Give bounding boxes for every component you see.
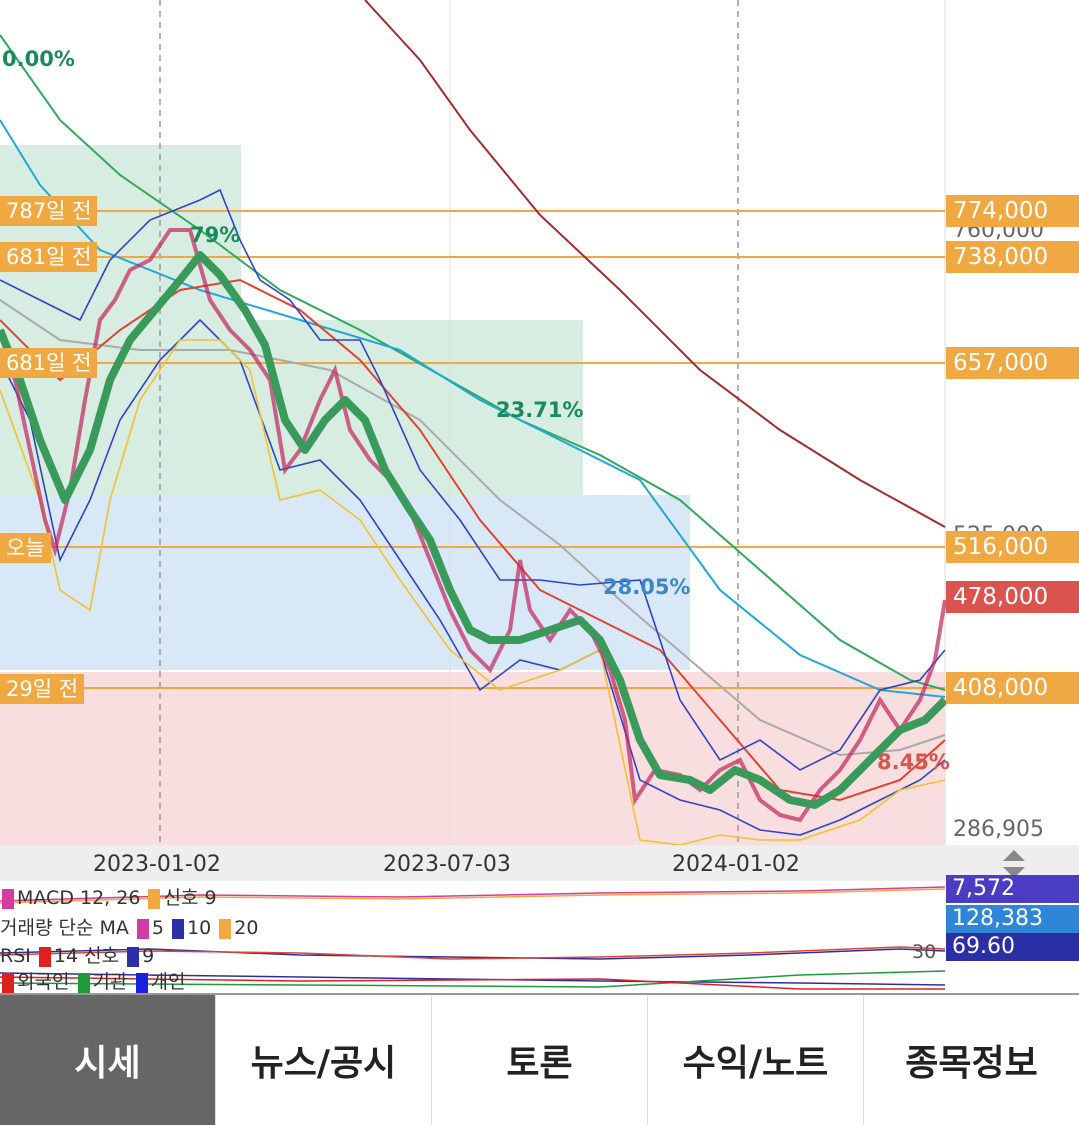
pct-label-2: 23.71% (496, 398, 584, 422)
macd-signal-label: 신호 9 (163, 887, 217, 909)
band-upper (0, 188, 946, 771)
macd-label: MACD 12, 26 (17, 887, 141, 909)
pct-label-4: 8.45% (877, 750, 950, 774)
macd-value: 7,572 (946, 875, 1079, 903)
tab-stock-info[interactable]: 종목정보 (863, 995, 1079, 1125)
tab-price[interactable]: 시세 (0, 995, 215, 1125)
investor-lines (0, 970, 945, 990)
vol-p1: 5 (151, 917, 165, 939)
axis-price-low: 286,905 (953, 817, 1044, 842)
macd-signal-chip (148, 888, 161, 909)
date-axis (0, 845, 1079, 881)
price-tag-738000: 738,000 (946, 241, 1079, 273)
price-chart-canvas[interactable] (0, 0, 1079, 845)
date-label-0: 2023-01-02 (93, 852, 221, 877)
rsi-lines (0, 946, 945, 960)
price-tag-657000: 657,000 (946, 347, 1079, 379)
bottom-tab-bar: 시세 뉴스/공시 토론 수익/노트 종목정보 (0, 993, 1079, 1125)
left-tag-4: 29일 전 (0, 674, 85, 704)
band-yellow (0, 339, 946, 845)
vol-chip-10 (172, 918, 185, 939)
ma-green (0, 34, 946, 691)
retail-label: 개인 (150, 971, 186, 993)
price-chart[interactable]: 0.00% 79% 23.71% 28.05% 8.45% 787일 전 681… (0, 0, 1079, 845)
inst-label: 기관 (92, 971, 128, 993)
band-lower (0, 318, 946, 836)
macd-row[interactable]: MACD 12, 26 신호 9 7,572 (0, 875, 1079, 909)
macd-lines (0, 886, 945, 904)
vol-p3: 20 (234, 917, 259, 939)
blue-zone (0, 495, 690, 670)
left-tag-0: 787일 전 (0, 196, 98, 226)
volume-value: 128,383 (946, 905, 1079, 933)
rsi-row[interactable]: RSI 14 신호 9 30 69.60 (0, 933, 1079, 967)
price-tag-774000: 774,000 (946, 195, 1079, 227)
vol-p2: 10 (187, 917, 212, 939)
rsi-signal-label: 신호 (84, 945, 120, 967)
ma-cyan (0, 119, 946, 698)
rsi-label: RSI (0, 945, 31, 967)
price-tag-408000: 408,000 (946, 672, 1079, 704)
foreign-label: 외국인 (17, 971, 70, 993)
ma-dark-red (364, 0, 946, 528)
rsi-value: 69.60 (946, 933, 1079, 961)
volume-row[interactable]: 거래량 단순 MA 5 10 20 128,383 (0, 905, 1079, 939)
price-tag-516000: 516,000 (946, 531, 1079, 563)
ma-thick-green (0, 251, 948, 809)
tab-news[interactable]: 뉴스/공시 (215, 995, 431, 1125)
left-tag-1: 681일 전 (0, 242, 98, 272)
retail-chip (135, 972, 148, 993)
pink-zone (0, 672, 945, 845)
investor-row[interactable]: 외국인 기관 개인 (0, 967, 1079, 993)
ma-gray (0, 299, 946, 757)
rsi-signal-chip (127, 946, 140, 967)
foreign-chip (2, 972, 14, 993)
rsi-legend: RSI 14 신호 9 (0, 945, 154, 967)
vol-chip-20 (219, 918, 232, 939)
left-tag-2: 681일 전 (0, 348, 98, 378)
pct-label-3: 28.05% (603, 575, 691, 599)
date-label-2: 2024-01-02 (672, 852, 800, 877)
pct-label-0: 0.00% (2, 47, 75, 71)
rsi-chip (38, 946, 51, 967)
date-label-1: 2023-07-03 (383, 852, 511, 877)
volume-legend: 거래량 단순 MA 5 10 20 (0, 917, 258, 939)
pct-label-1: 79% (190, 223, 241, 247)
tab-discussion[interactable]: 토론 (431, 995, 647, 1125)
rsi-level: 30 (912, 941, 937, 963)
inst-chip (77, 972, 90, 993)
macd-legend: MACD 12, 26 신호 9 (0, 887, 217, 909)
macd-chip (2, 888, 14, 909)
resize-handle-icon[interactable] (1001, 848, 1027, 880)
rsi-period: 14 (53, 945, 79, 967)
tab-profit-note[interactable]: 수익/노트 (647, 995, 863, 1125)
vol-chip-5 (136, 918, 149, 939)
volume-label: 거래량 단순 MA (0, 917, 129, 939)
investor-legend: 외국인 기관 개인 (0, 971, 185, 993)
rsi-signal-value: 9 (142, 945, 155, 967)
price-tag-478000: 478,000 (946, 581, 1079, 613)
left-tag-3: 오늘 (0, 533, 51, 563)
candles (0, 228, 947, 823)
